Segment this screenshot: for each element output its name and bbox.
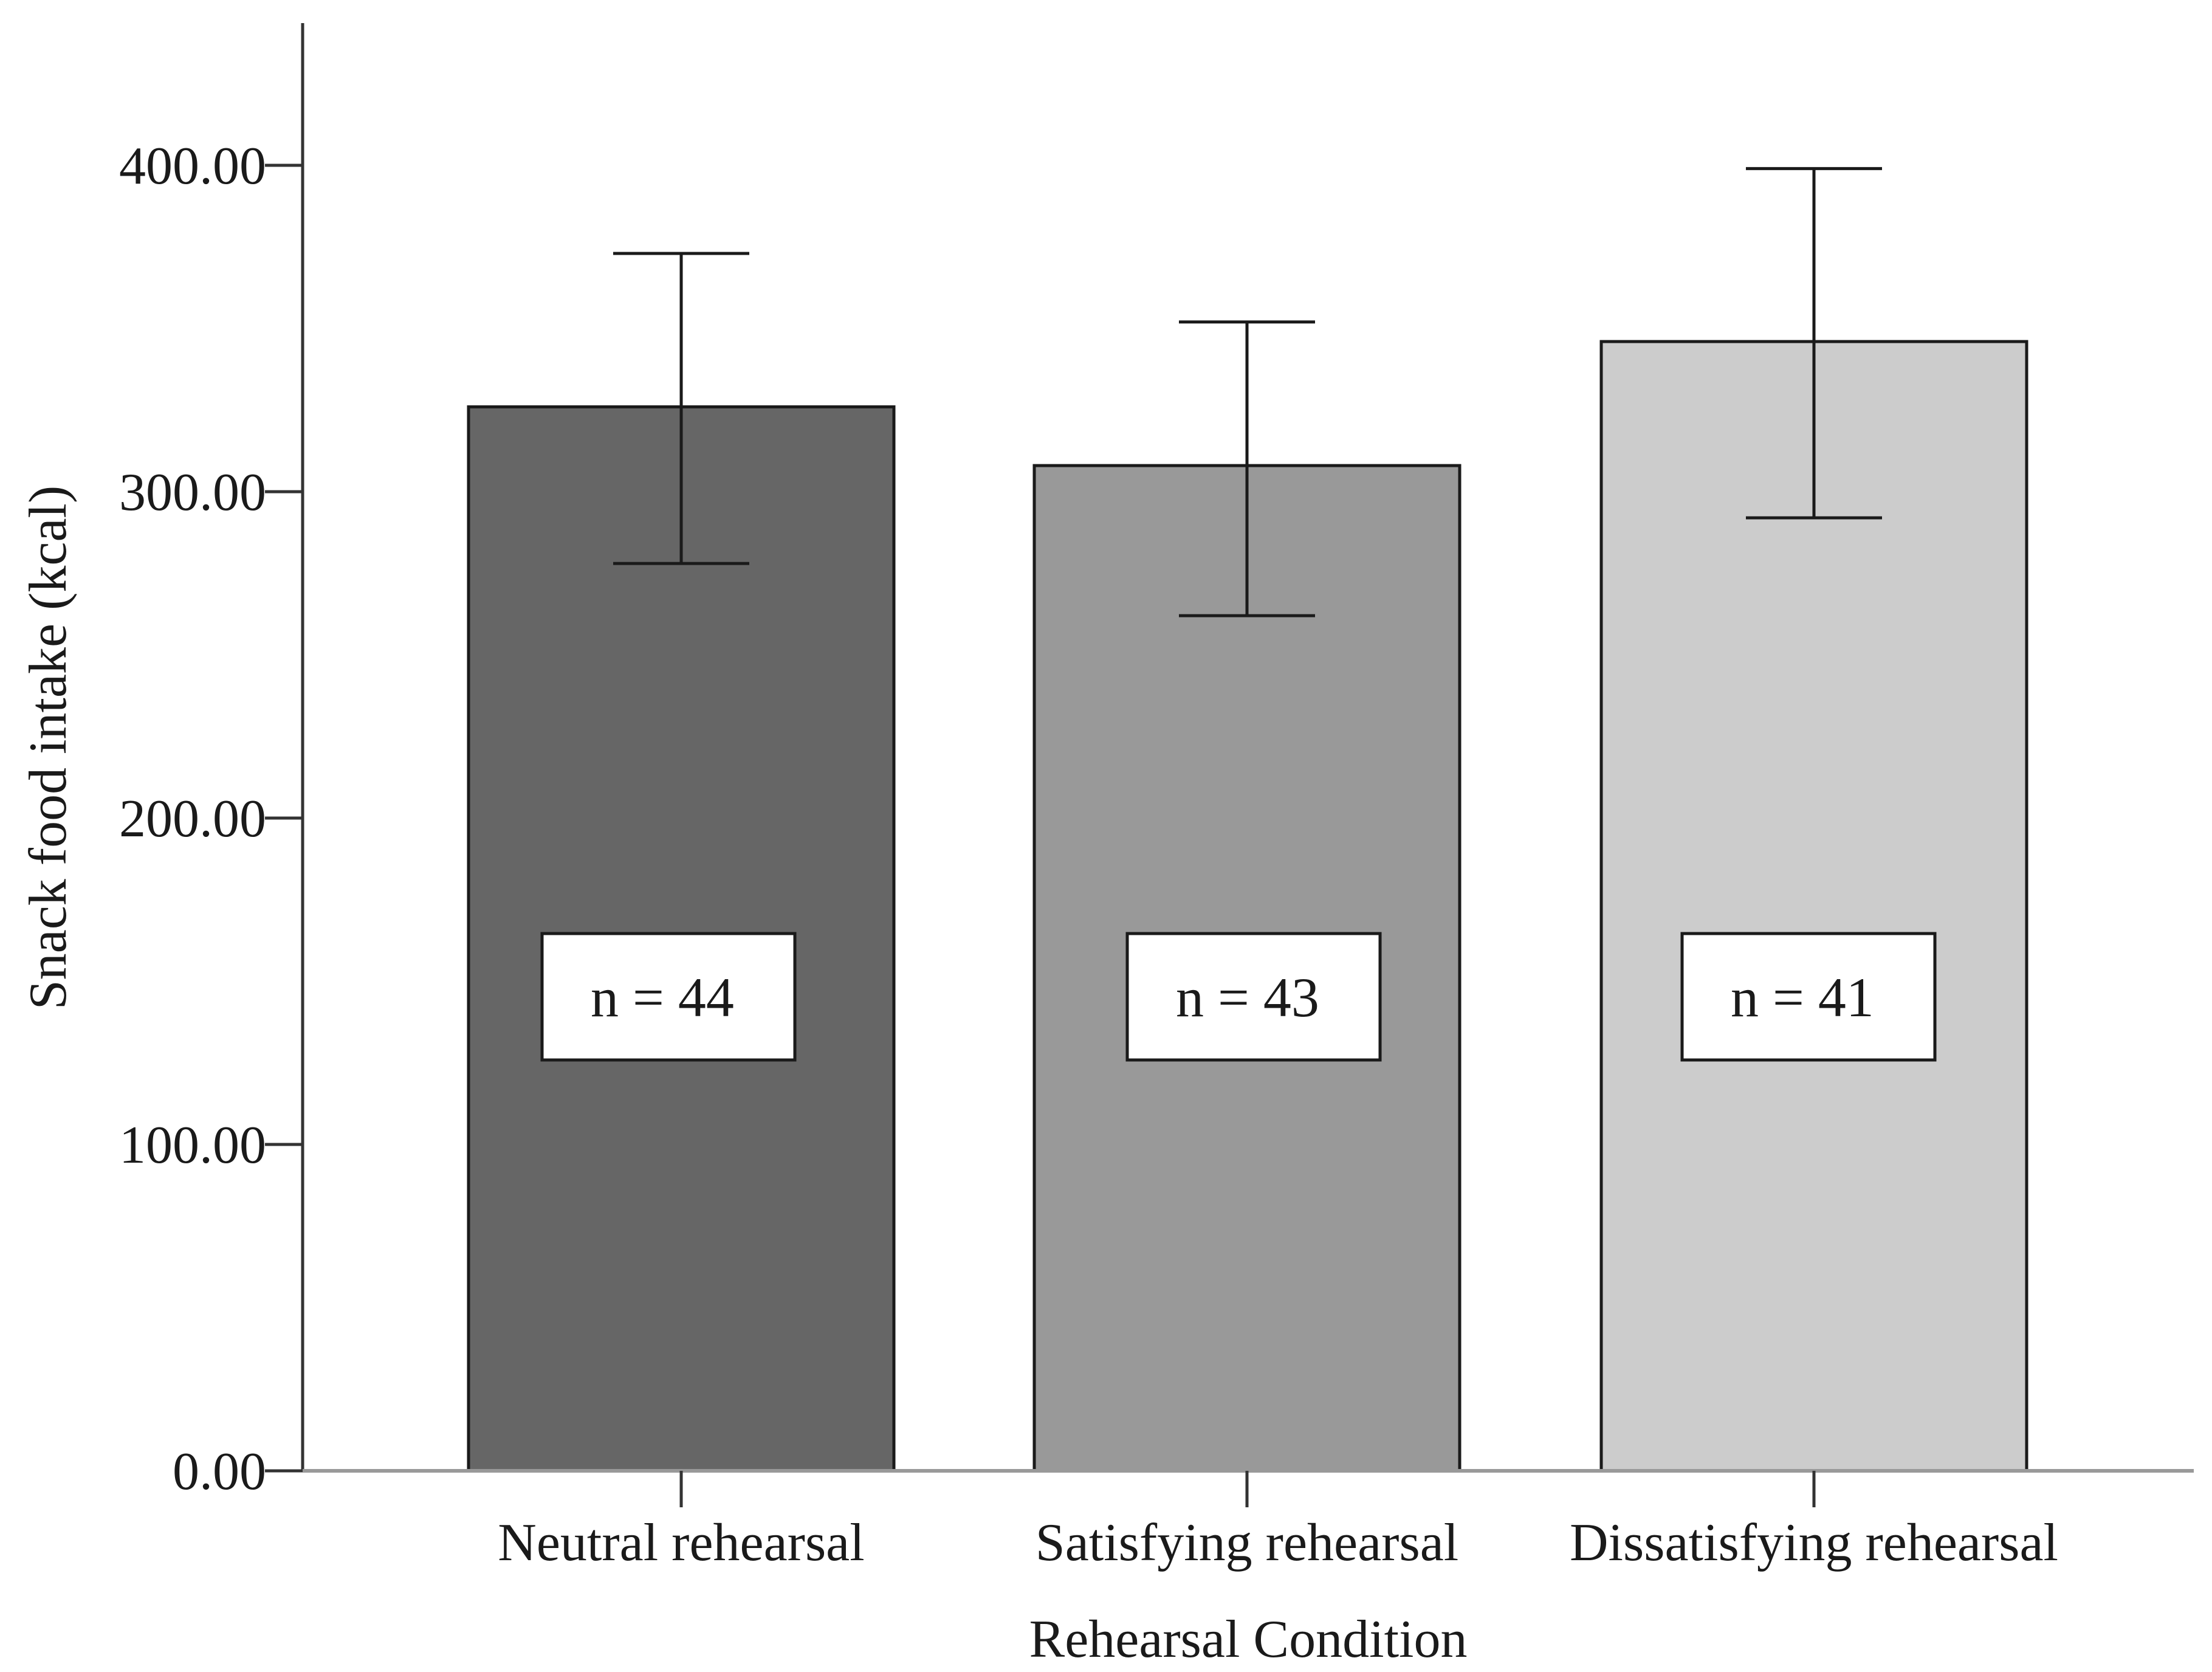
- sample-size-box: [1125, 932, 1382, 1062]
- y-tick-label: 400.00: [119, 137, 266, 196]
- labels-group: Rehearsal Condition Snack food intake (kc…: [19, 486, 1467, 1669]
- annotations-group: n = 44 n = 43 n = 41: [540, 932, 1937, 1062]
- sample-size-label: n = 43: [1176, 966, 1319, 1028]
- y-tick-label: 200.00: [119, 790, 266, 848]
- y-tick-label: 0.00: [173, 1442, 266, 1501]
- sample-size-label: n = 41: [1731, 966, 1874, 1028]
- x-axis-title: Rehearsal Condition: [1029, 1610, 1468, 1669]
- y-tick-label: 100.00: [119, 1116, 266, 1175]
- y-tick-label: 300.00: [119, 463, 266, 522]
- sample-size-box: [1680, 932, 1937, 1062]
- error-bars-group: [613, 167, 1882, 618]
- sample-size-label: n = 44: [591, 966, 734, 1028]
- x-tick-label: Neutral rehearsal: [498, 1513, 864, 1572]
- sample-size-box: [540, 932, 797, 1062]
- y-axis-title: Snack food intake (kcal): [19, 486, 78, 1010]
- x-tick-label: Dissatisfying rehearsal: [1570, 1513, 2058, 1572]
- x-tick-label: Satisfying rehearsal: [1036, 1513, 1458, 1572]
- axes-group: 0.00 100.00 200.00 300.00 400.00 Neutral rehe…: [119, 23, 2194, 1572]
